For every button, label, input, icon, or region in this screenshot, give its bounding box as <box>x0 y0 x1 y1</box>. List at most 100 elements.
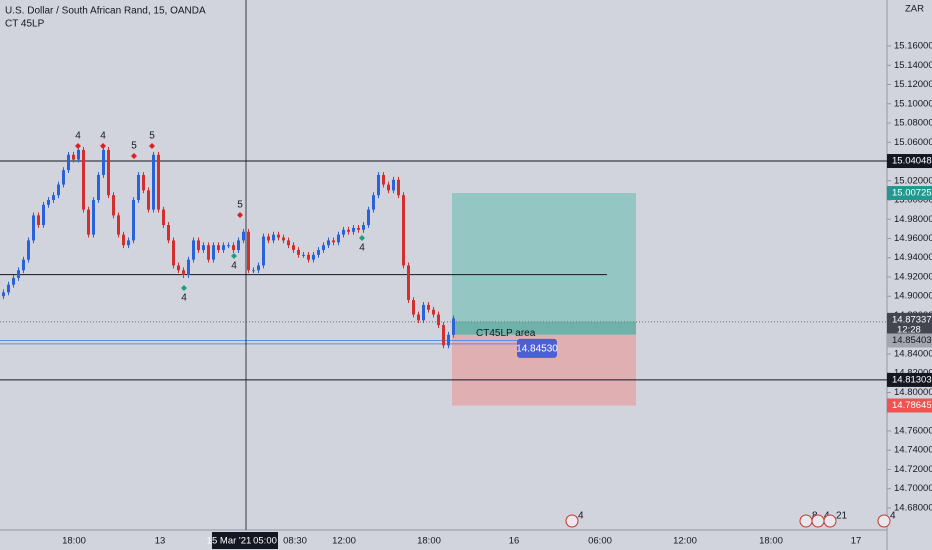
signal-label: 4 <box>359 243 365 254</box>
chart-title: U.S. Dollar / South African Rand, 15, OA… <box>5 6 206 17</box>
candle-body <box>147 190 150 210</box>
entry-ticket-label: 14.84530 <box>516 344 558 355</box>
signal-diamond <box>237 212 243 218</box>
signal-diamond <box>231 253 237 259</box>
candle-body <box>252 270 255 272</box>
candle-body <box>102 149 105 175</box>
candle-body <box>167 225 170 241</box>
price-tag-label: 15.04048 <box>892 156 932 167</box>
price-tick-label: 14.68000 <box>894 502 932 513</box>
candle-body <box>422 304 425 321</box>
candle-body <box>157 154 160 210</box>
candle-body <box>387 184 390 191</box>
countdown: 12:28 <box>897 324 921 335</box>
candle-body <box>437 314 440 326</box>
candle-body <box>82 149 85 210</box>
price-tick-label: 14.70000 <box>894 483 932 494</box>
price-tick-label: 15.10000 <box>894 98 932 109</box>
candle-body <box>257 265 260 271</box>
time-label: 13 <box>155 536 166 547</box>
open-profit <box>452 321 636 335</box>
price-tick-label: 15.02000 <box>894 175 932 186</box>
candle-body <box>322 245 325 251</box>
price-tick-label: 14.90000 <box>894 291 932 302</box>
price-tick-label: 14.74000 <box>894 445 932 456</box>
candle-body <box>402 195 405 266</box>
candle-body <box>227 245 230 247</box>
time-label: 12:00 <box>332 536 356 547</box>
candle-body <box>117 215 120 235</box>
candle-body <box>442 325 445 346</box>
candle-body <box>132 199 135 241</box>
candle-body <box>427 304 430 310</box>
candle-body <box>262 236 265 266</box>
event-count: 21 <box>836 511 848 522</box>
signal-label: 5 <box>131 141 137 152</box>
candle-body <box>357 227 360 230</box>
time-label: 18:00 <box>417 536 441 547</box>
candle-body <box>217 245 220 251</box>
candle-body <box>382 174 385 185</box>
time-label: 06:00 <box>588 536 612 547</box>
candle-body <box>377 174 380 196</box>
candle-body <box>7 284 10 293</box>
candle-body <box>287 240 290 246</box>
candle-body <box>77 149 80 160</box>
candle-body <box>92 199 95 235</box>
event-count: 4 <box>578 511 584 522</box>
candle-body <box>372 195 375 210</box>
price-tick-label: 14.84000 <box>894 348 932 359</box>
candle-body <box>302 254 305 256</box>
candle-body <box>407 265 410 301</box>
price-tag-label: 14.87337 <box>892 314 932 325</box>
candle-body <box>317 250 320 255</box>
candle-body <box>267 236 270 241</box>
signal-diamond <box>149 143 155 149</box>
price-tick-label: 15.08000 <box>894 118 932 129</box>
event-icon <box>799 514 813 528</box>
candle-body <box>177 265 180 271</box>
price-tag-label: 14.81303 <box>892 374 932 385</box>
price-tag-label: 14.78645 <box>892 400 932 411</box>
candle-body <box>52 195 55 200</box>
candle-body <box>362 225 365 230</box>
candle-body <box>242 231 245 241</box>
candle-body <box>2 292 5 297</box>
signal-label: 4 <box>100 131 106 142</box>
time-label: 16 <box>509 536 520 547</box>
signal-label: 5 <box>237 200 243 211</box>
price-tag <box>887 186 932 201</box>
candle-body <box>162 209 165 226</box>
candle-body <box>197 240 200 251</box>
candle-body <box>122 234 125 246</box>
entry-ticket <box>517 338 557 358</box>
candle-body <box>57 184 60 196</box>
price-tick-label: 15.06000 <box>894 137 932 148</box>
time-label: 15 Mar '21 <box>207 536 252 547</box>
candle-body <box>282 237 285 241</box>
price-tick-label: 15.12000 <box>894 79 932 90</box>
price-tag <box>887 372 932 387</box>
crosshair-time-tag <box>212 532 278 549</box>
price-tick-label: 15.14000 <box>894 60 932 71</box>
candle-body <box>367 209 370 226</box>
price-tick-label: 14.94000 <box>894 252 932 263</box>
candle-body <box>137 174 140 200</box>
candle-body <box>432 309 435 315</box>
candle-body <box>202 245 205 251</box>
signal-diamond <box>100 143 106 149</box>
signal-diamond <box>131 153 137 159</box>
price-tick-label: 15.16000 <box>894 41 932 52</box>
price-tick-label: 14.92000 <box>894 271 932 282</box>
candle-body <box>47 199 50 205</box>
candle-body <box>452 318 455 335</box>
target-zone <box>452 193 636 335</box>
candle-body <box>397 179 400 196</box>
candle-body <box>277 234 280 238</box>
candle-body <box>72 154 75 160</box>
candle-body <box>347 229 350 232</box>
signal-label: 4 <box>75 131 81 142</box>
signal-label: 5 <box>149 131 155 142</box>
candle-body <box>272 234 275 241</box>
price-tick-label: 14.96000 <box>894 233 932 244</box>
